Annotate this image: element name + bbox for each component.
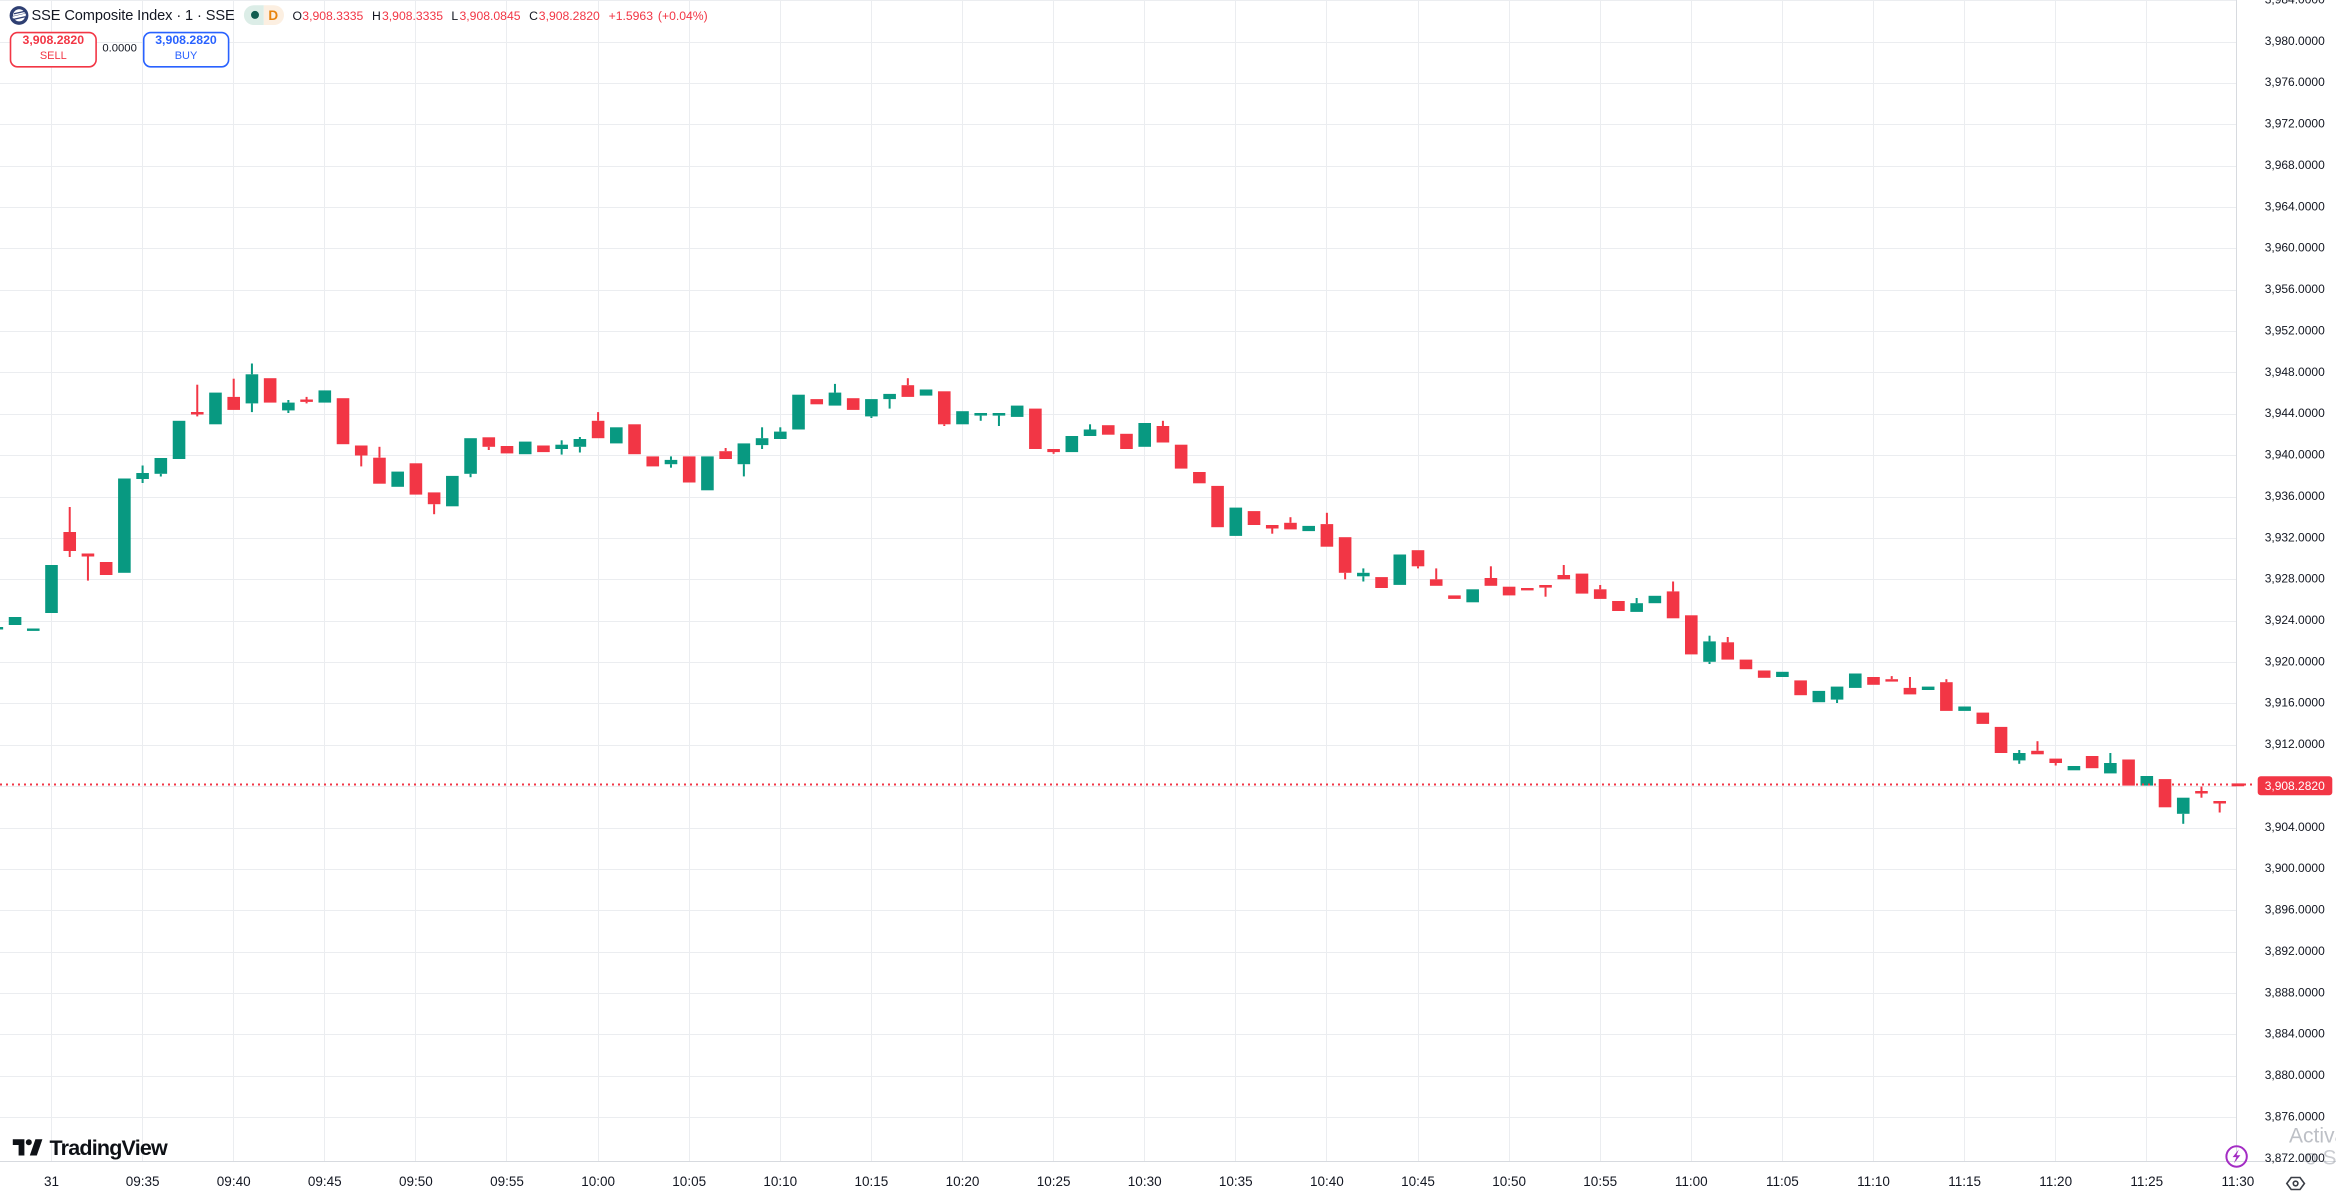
svg-text:3,972.0000: 3,972.0000 <box>2265 117 2325 131</box>
svg-text:10:10: 10:10 <box>763 1174 797 1189</box>
svg-text:(+0.04%): (+0.04%) <box>658 9 708 23</box>
svg-text:11:15: 11:15 <box>1948 1174 1981 1189</box>
svg-text:11:10: 11:10 <box>1857 1174 1890 1189</box>
svg-text:Activate Windows: Activate Windows <box>2289 1125 2336 1148</box>
svg-text:3,908.2820: 3,908.2820 <box>155 33 217 47</box>
svg-text:3,944.0000: 3,944.0000 <box>2265 406 2325 420</box>
svg-text:09:55: 09:55 <box>490 1174 524 1189</box>
svg-text:3,984.0000: 3,984.0000 <box>2265 0 2325 6</box>
svg-text:3,908.2820: 3,908.2820 <box>539 9 600 23</box>
svg-text:11:20: 11:20 <box>2039 1174 2072 1189</box>
svg-text:3,884.0000: 3,884.0000 <box>2265 1027 2325 1041</box>
svg-text:10:25: 10:25 <box>1037 1174 1071 1189</box>
svg-text:09:40: 09:40 <box>217 1174 251 1189</box>
svg-text:3,936.0000: 3,936.0000 <box>2265 489 2325 503</box>
svg-text:10:20: 10:20 <box>946 1174 980 1189</box>
svg-text:11:00: 11:00 <box>1675 1174 1708 1189</box>
svg-text:3,920.0000: 3,920.0000 <box>2265 654 2325 668</box>
svg-text:10:40: 10:40 <box>1310 1174 1344 1189</box>
svg-text:11:30: 11:30 <box>2222 1174 2255 1189</box>
svg-text:3,876.0000: 3,876.0000 <box>2265 1109 2325 1123</box>
svg-text:3,908.2820: 3,908.2820 <box>23 33 85 47</box>
svg-text:10:05: 10:05 <box>672 1174 706 1189</box>
svg-text:11:05: 11:05 <box>1766 1174 1799 1189</box>
svg-text:09:45: 09:45 <box>308 1174 342 1189</box>
svg-text:3,968.0000: 3,968.0000 <box>2265 158 2325 172</box>
svg-text:3,908.3335: 3,908.3335 <box>382 9 443 23</box>
svg-text:3,928.0000: 3,928.0000 <box>2265 572 2325 586</box>
svg-text:BUY: BUY <box>175 50 198 62</box>
svg-text:+1.5963: +1.5963 <box>609 9 654 23</box>
svg-text:31: 31 <box>44 1174 59 1189</box>
svg-text:10:50: 10:50 <box>1492 1174 1526 1189</box>
svg-text:O: O <box>293 9 302 23</box>
svg-text:H: H <box>372 9 381 23</box>
svg-text:3,916.0000: 3,916.0000 <box>2265 696 2325 710</box>
svg-text:3,904.0000: 3,904.0000 <box>2265 820 2325 834</box>
svg-text:09:35: 09:35 <box>126 1174 160 1189</box>
svg-text:3,952.0000: 3,952.0000 <box>2265 323 2325 337</box>
svg-text:10:30: 10:30 <box>1128 1174 1162 1189</box>
svg-text:L: L <box>451 9 458 23</box>
svg-text:10:15: 10:15 <box>855 1174 889 1189</box>
svg-text:11:25: 11:25 <box>2130 1174 2163 1189</box>
svg-text:10:55: 10:55 <box>1583 1174 1617 1189</box>
svg-text:3,892.0000: 3,892.0000 <box>2265 944 2325 958</box>
svg-text:10:35: 10:35 <box>1219 1174 1253 1189</box>
svg-text:3,956.0000: 3,956.0000 <box>2265 282 2325 296</box>
svg-text:3,964.0000: 3,964.0000 <box>2265 199 2325 213</box>
svg-text:3,900.0000: 3,900.0000 <box>2265 861 2325 875</box>
svg-text:3,948.0000: 3,948.0000 <box>2265 365 2325 379</box>
svg-text:3,924.0000: 3,924.0000 <box>2265 613 2325 627</box>
svg-text:TradingView: TradingView <box>50 1136 169 1160</box>
svg-text:C: C <box>529 9 538 23</box>
svg-text:3,908.3335: 3,908.3335 <box>302 9 363 23</box>
svg-text:3,872.0000: 3,872.0000 <box>2265 1151 2325 1165</box>
svg-text:09:50: 09:50 <box>399 1174 433 1189</box>
svg-text:3,912.0000: 3,912.0000 <box>2265 737 2325 751</box>
svg-text:3,888.0000: 3,888.0000 <box>2265 985 2325 999</box>
svg-text:SSE Composite Index · 1 · SSE: SSE Composite Index · 1 · SSE <box>32 8 235 24</box>
svg-text:3,980.0000: 3,980.0000 <box>2265 34 2325 48</box>
svg-text:3,932.0000: 3,932.0000 <box>2265 530 2325 544</box>
svg-text:o Settings: o Settings <box>2305 1147 2336 1170</box>
svg-text:3,940.0000: 3,940.0000 <box>2265 448 2325 462</box>
svg-text:3,960.0000: 3,960.0000 <box>2265 241 2325 255</box>
svg-text:0.0000: 0.0000 <box>102 43 137 55</box>
svg-text:3,976.0000: 3,976.0000 <box>2265 75 2325 89</box>
svg-text:10:45: 10:45 <box>1401 1174 1435 1189</box>
svg-text:3,908.0845: 3,908.0845 <box>460 9 521 23</box>
svg-text:3,908.2820: 3,908.2820 <box>2265 779 2325 793</box>
svg-text:3,880.0000: 3,880.0000 <box>2265 1068 2325 1082</box>
svg-text:SELL: SELL <box>40 50 67 62</box>
svg-text:10:00: 10:00 <box>581 1174 615 1189</box>
svg-text:D: D <box>268 8 278 23</box>
svg-text:3,896.0000: 3,896.0000 <box>2265 903 2325 917</box>
